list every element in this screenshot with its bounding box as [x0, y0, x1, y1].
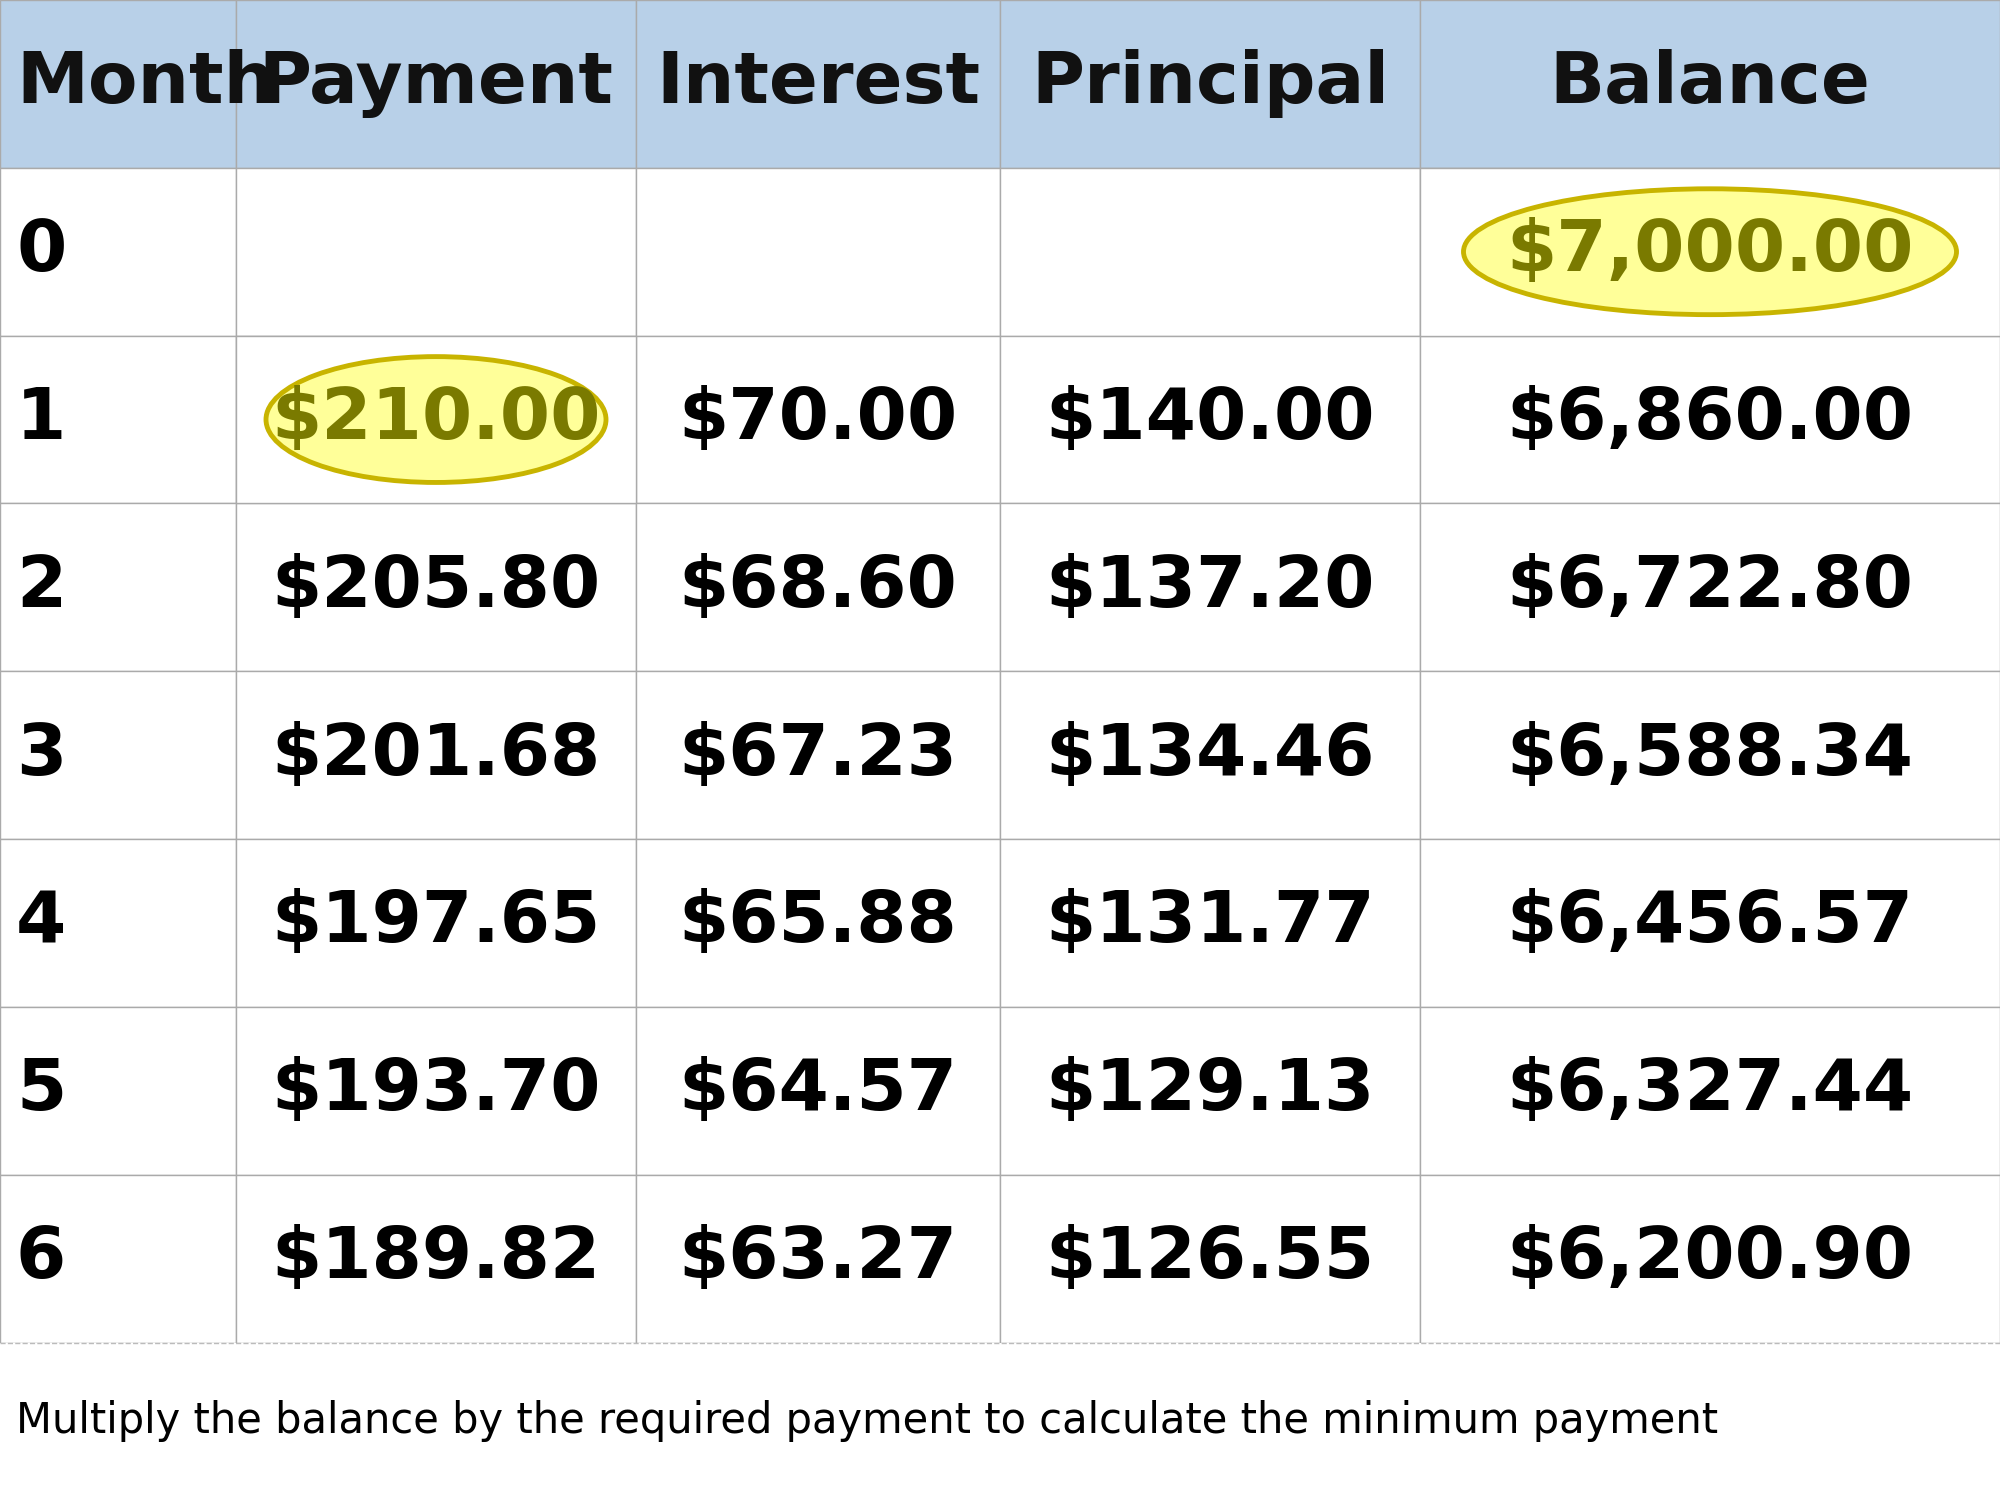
- Bar: [1000, 839, 1420, 1007]
- Text: 0: 0: [16, 217, 66, 286]
- Bar: [1420, 168, 2000, 336]
- Bar: [236, 1007, 636, 1174]
- Text: 3: 3: [16, 720, 66, 789]
- Bar: [236, 672, 636, 838]
- Text: $67.23: $67.23: [678, 720, 958, 789]
- Bar: [236, 0, 636, 168]
- Bar: [636, 504, 1000, 672]
- Text: Balance: Balance: [1550, 50, 1870, 118]
- Bar: [636, 168, 1000, 336]
- Bar: [1420, 672, 2000, 838]
- Bar: [0, 168, 236, 336]
- Text: $210.00: $210.00: [272, 386, 600, 454]
- Bar: [0, 1007, 236, 1174]
- Ellipse shape: [1464, 189, 1956, 315]
- Text: $201.68: $201.68: [272, 720, 600, 789]
- Text: $205.80: $205.80: [272, 554, 600, 622]
- Bar: [0, 336, 236, 504]
- Bar: [636, 1007, 1000, 1174]
- Bar: [236, 336, 636, 504]
- Bar: [1420, 0, 2000, 168]
- Text: 5: 5: [16, 1056, 66, 1125]
- Text: 1: 1: [16, 386, 66, 454]
- Bar: [636, 336, 1000, 504]
- Text: $6,860.00: $6,860.00: [1506, 386, 1914, 454]
- Bar: [0, 504, 236, 672]
- Bar: [236, 504, 636, 672]
- Text: Principal: Principal: [1030, 50, 1390, 118]
- Text: $129.13: $129.13: [1046, 1056, 1374, 1125]
- Text: $6,200.90: $6,200.90: [1506, 1224, 1914, 1293]
- Text: $137.20: $137.20: [1046, 554, 1374, 622]
- Text: $210.00: $210.00: [272, 386, 600, 454]
- Text: $7,000.00: $7,000.00: [1506, 217, 1914, 286]
- Text: $7,000.00: $7,000.00: [1506, 217, 1914, 286]
- Text: Payment: Payment: [258, 50, 614, 118]
- Bar: [1420, 168, 2000, 336]
- Bar: [1000, 504, 1420, 672]
- Ellipse shape: [266, 357, 606, 483]
- Text: $65.88: $65.88: [678, 888, 958, 957]
- Text: 2: 2: [16, 554, 66, 622]
- Bar: [1000, 168, 1420, 336]
- Bar: [636, 1174, 1000, 1342]
- Bar: [0, 1342, 2000, 1500]
- Text: $6,722.80: $6,722.80: [1506, 554, 1914, 622]
- Bar: [1000, 1174, 1420, 1342]
- Bar: [1000, 1007, 1420, 1174]
- Text: 4: 4: [16, 888, 66, 957]
- Text: 6: 6: [16, 1224, 66, 1293]
- Bar: [236, 336, 636, 504]
- Bar: [0, 839, 236, 1007]
- Bar: [0, 1174, 236, 1342]
- Bar: [1420, 1007, 2000, 1174]
- Bar: [236, 168, 636, 336]
- Text: Interest: Interest: [656, 50, 980, 118]
- Bar: [1000, 0, 1420, 168]
- Bar: [0, 672, 236, 838]
- Bar: [636, 839, 1000, 1007]
- Bar: [636, 672, 1000, 838]
- Bar: [1420, 1174, 2000, 1342]
- Text: $134.46: $134.46: [1046, 720, 1374, 789]
- Text: $140.00: $140.00: [1046, 386, 1374, 454]
- Text: $6,588.34: $6,588.34: [1506, 720, 1914, 789]
- Bar: [0, 0, 236, 168]
- Bar: [236, 1174, 636, 1342]
- Text: $70.00: $70.00: [678, 386, 958, 454]
- Text: Multiply the balance by the required payment to calculate the minimum payment: Multiply the balance by the required pay…: [16, 1401, 1718, 1443]
- Text: $63.27: $63.27: [678, 1224, 958, 1293]
- Bar: [636, 0, 1000, 168]
- Text: $68.60: $68.60: [678, 554, 958, 622]
- Bar: [1420, 336, 2000, 504]
- Text: $6,456.57: $6,456.57: [1506, 888, 1914, 957]
- Text: $6,327.44: $6,327.44: [1506, 1056, 1914, 1125]
- Text: $64.57: $64.57: [678, 1056, 958, 1125]
- Bar: [1000, 672, 1420, 838]
- Text: Month: Month: [16, 50, 276, 118]
- Bar: [1420, 839, 2000, 1007]
- Bar: [1000, 336, 1420, 504]
- Text: $193.70: $193.70: [272, 1056, 600, 1125]
- Text: $131.77: $131.77: [1046, 888, 1374, 957]
- Bar: [236, 839, 636, 1007]
- Text: $197.65: $197.65: [272, 888, 600, 957]
- Text: $126.55: $126.55: [1046, 1224, 1374, 1293]
- Bar: [1420, 504, 2000, 672]
- Text: $189.82: $189.82: [272, 1224, 600, 1293]
